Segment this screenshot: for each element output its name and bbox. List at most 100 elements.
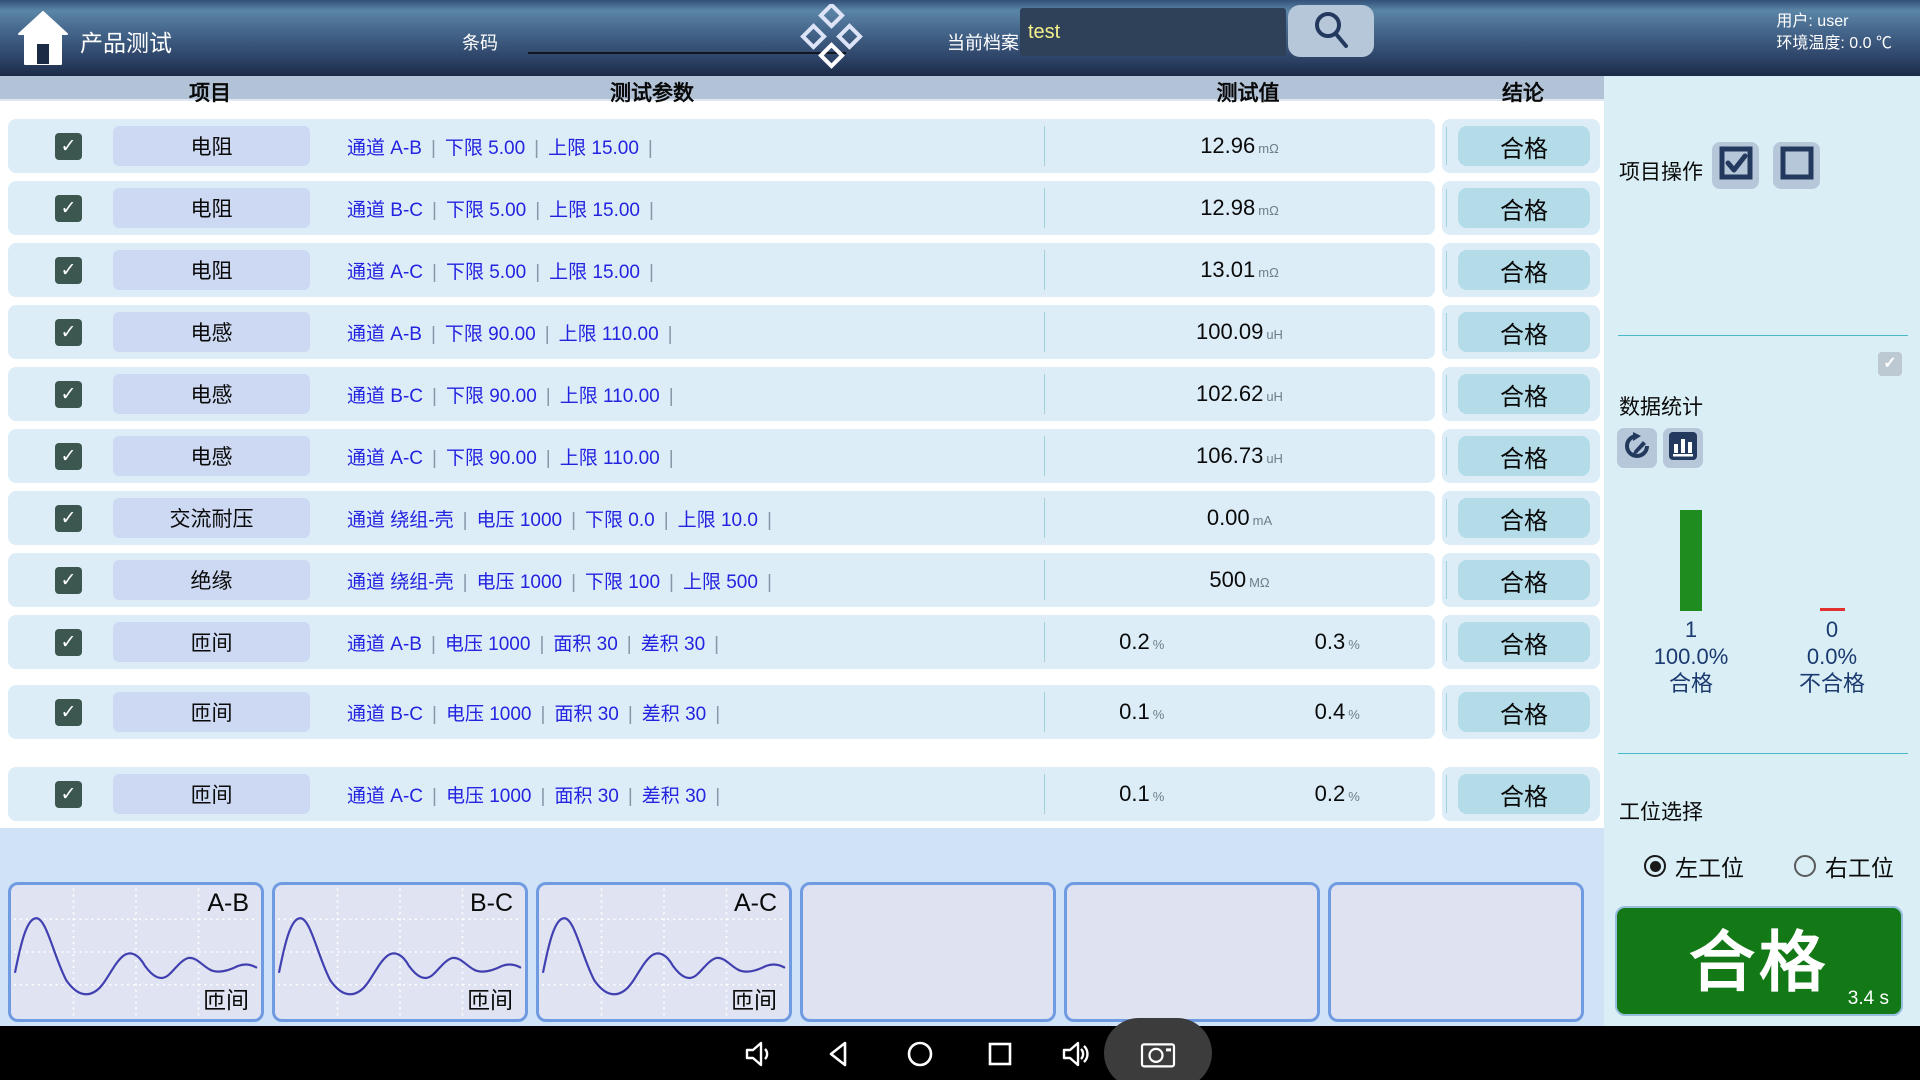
barcode-input[interactable] bbox=[528, 52, 846, 54]
row-values: 100.09 uH bbox=[1044, 305, 1435, 359]
clear-stats-button[interactable] bbox=[1617, 428, 1657, 468]
row-params[interactable]: 通道 A-C | 下限 5.00 | 上限 15.00 | bbox=[347, 257, 1044, 284]
row-checkbox[interactable]: ✓ bbox=[55, 256, 82, 284]
result-cell: 合格 bbox=[1442, 615, 1600, 669]
empty-waveform-panel[interactable] bbox=[800, 882, 1056, 1022]
param-segment: 面积 30 bbox=[554, 785, 619, 807]
row-params[interactable]: 通道 A-B | 电压 1000 | 面积 30 | 差积 30 | bbox=[347, 629, 1044, 656]
result-button[interactable]: 合格 bbox=[1458, 250, 1590, 290]
result-button[interactable]: 合格 bbox=[1458, 692, 1590, 732]
param-segment: 上限 10.0 bbox=[677, 509, 758, 531]
row-checkbox[interactable]: ✓ bbox=[55, 504, 82, 532]
param-segment: 电压 1000 bbox=[445, 703, 532, 725]
waveform-panel[interactable]: A-B 匝间 bbox=[8, 882, 264, 1022]
item-name[interactable]: 电感 bbox=[113, 436, 310, 476]
row-params[interactable]: 通道 A-C | 下限 90.00 | 上限 110.00 | bbox=[347, 443, 1044, 470]
row-params[interactable]: 通道 B-C | 下限 5.00 | 上限 15.00 | bbox=[347, 195, 1044, 222]
back-icon[interactable] bbox=[824, 1038, 856, 1070]
result-button[interactable]: 合格 bbox=[1458, 436, 1590, 476]
waveform-panel[interactable]: B-C 匝间 bbox=[272, 882, 528, 1022]
item-name[interactable]: 电阻 bbox=[113, 250, 310, 290]
row-params[interactable]: 通道 A-B | 下限 5.00 | 上限 15.00 | bbox=[347, 133, 1044, 160]
param-separator: | bbox=[430, 633, 436, 655]
param-segment: 上限 500 bbox=[682, 571, 758, 593]
value-number: 0.2 bbox=[1314, 781, 1346, 806]
item-name[interactable]: 绝缘 bbox=[113, 560, 310, 600]
row-checkbox[interactable]: ✓ bbox=[55, 380, 82, 408]
row-checkbox[interactable]: ✓ bbox=[55, 442, 82, 470]
deselect-all-button[interactable] bbox=[1773, 142, 1820, 189]
param-segment: 差积 30 bbox=[641, 785, 707, 807]
value-unit: mΩ bbox=[1258, 265, 1279, 280]
row-params[interactable]: 通道 B-C | 下限 90.00 | 上限 110.00 | bbox=[347, 381, 1044, 408]
row-params[interactable]: 通道 绕组-壳 | 电压 1000 | 下限 0.0 | 上限 10.0 | bbox=[347, 505, 1044, 532]
row-checkbox[interactable]: ✓ bbox=[55, 628, 82, 656]
item-name[interactable]: 电阻 bbox=[113, 188, 310, 228]
result-button[interactable]: 合格 bbox=[1458, 126, 1590, 166]
disabled-checkbox[interactable]: ✓ bbox=[1878, 352, 1902, 376]
table-row: ✓ 电感 通道 A-B | 下限 90.00 | 上限 110.00 | 100.09 uH 合格 bbox=[8, 305, 1600, 359]
row-checkbox[interactable]: ✓ bbox=[55, 318, 82, 346]
result-button[interactable]: 合格 bbox=[1458, 622, 1590, 662]
station-radio-unselected[interactable]: 右工位 bbox=[1794, 849, 1894, 883]
value-number: 106.73 bbox=[1196, 443, 1264, 468]
empty-waveform-panel[interactable] bbox=[1064, 882, 1320, 1022]
param-segment: 下限 100 bbox=[585, 571, 661, 593]
result-button[interactable]: 合格 bbox=[1458, 560, 1590, 600]
empty-waveform-panel[interactable] bbox=[1328, 882, 1584, 1022]
home-button[interactable] bbox=[16, 8, 70, 68]
overall-result-button[interactable]: 合格 3.4 s bbox=[1615, 906, 1903, 1016]
station-select-label: 工位选择 bbox=[1619, 801, 1703, 824]
row-checkbox[interactable]: ✓ bbox=[55, 780, 82, 808]
waveform-type-label: 匝间 bbox=[203, 987, 249, 1013]
item-name[interactable]: 交流耐压 bbox=[113, 498, 310, 538]
select-all-button[interactable] bbox=[1712, 142, 1759, 189]
row-checkbox[interactable]: ✓ bbox=[55, 132, 82, 160]
param-separator: | bbox=[432, 785, 437, 807]
result-button[interactable]: 合格 bbox=[1458, 312, 1590, 352]
param-separator: | bbox=[647, 137, 653, 159]
item-name[interactable]: 电阻 bbox=[113, 126, 310, 166]
result-button[interactable]: 合格 bbox=[1458, 374, 1590, 414]
row-params[interactable]: 通道 A-B | 下限 90.00 | 上限 110.00 | bbox=[347, 319, 1044, 346]
volume-down-icon[interactable] bbox=[742, 1038, 774, 1070]
param-separator: | bbox=[545, 447, 551, 469]
param-segment: 下限 90.00 bbox=[445, 447, 537, 469]
item-name[interactable]: 匝间 bbox=[113, 774, 310, 814]
table-row: ✓ 匝间 通道 B-C | 电压 1000 | 面积 30 | 差积 30 | 0.1% 0.4% 合格 bbox=[8, 685, 1600, 739]
row-params[interactable]: 通道 绕组-壳 | 电压 1000 | 下限 100 | 上限 500 | bbox=[347, 567, 1044, 594]
param-separator: | bbox=[766, 571, 772, 593]
row-checkbox[interactable]: ✓ bbox=[55, 566, 82, 594]
station-radio-selected[interactable]: 左工位 bbox=[1644, 849, 1744, 883]
row-checkbox[interactable]: ✓ bbox=[55, 698, 82, 726]
waveform-panel[interactable]: A-C 匝间 bbox=[536, 882, 792, 1022]
measured-value: 0.2% bbox=[1044, 629, 1240, 655]
current-file-input[interactable]: test bbox=[1020, 8, 1286, 56]
result-button[interactable]: 合格 bbox=[1458, 188, 1590, 228]
param-segment: 面积 30 bbox=[553, 633, 618, 655]
result-button[interactable]: 合格 bbox=[1458, 498, 1590, 538]
param-separator: | bbox=[432, 447, 437, 469]
row-checkbox[interactable]: ✓ bbox=[55, 194, 82, 222]
result-button[interactable]: 合格 bbox=[1458, 774, 1590, 814]
home-circle-icon[interactable] bbox=[904, 1038, 936, 1070]
waveform-channel-label: B-C bbox=[469, 889, 513, 917]
row-params[interactable]: 通道 A-C | 电压 1000 | 面积 30 | 差积 30 | bbox=[347, 781, 1044, 808]
value-number: 0.4 bbox=[1314, 699, 1346, 724]
table-row: ✓ 电阻 通道 A-C | 下限 5.00 | 上限 15.00 | 13.01 mΩ 合格 bbox=[8, 243, 1600, 297]
scan-diamond-icon[interactable] bbox=[798, 2, 864, 77]
item-name[interactable]: 电感 bbox=[113, 374, 310, 414]
search-button[interactable] bbox=[1288, 5, 1374, 57]
fail-label: 不合格 bbox=[1798, 671, 1865, 696]
volume-up-icon[interactable] bbox=[1060, 1038, 1092, 1070]
stats-chart-button[interactable] bbox=[1663, 428, 1703, 468]
row-params[interactable]: 通道 B-C | 电压 1000 | 面积 30 | 差积 30 | bbox=[347, 699, 1044, 726]
item-name[interactable]: 电感 bbox=[113, 312, 310, 352]
value-unit: mΩ bbox=[1258, 203, 1279, 218]
recents-icon[interactable] bbox=[984, 1038, 1016, 1070]
table-row: ✓ 电感 通道 A-C | 下限 90.00 | 上限 110.00 | 106.73 uH 合格 bbox=[8, 429, 1600, 483]
screenshot-button[interactable] bbox=[1104, 1018, 1212, 1080]
item-name[interactable]: 匝间 bbox=[113, 622, 310, 662]
value-number: 0.1 bbox=[1119, 699, 1150, 724]
item-name[interactable]: 匝间 bbox=[113, 692, 310, 732]
